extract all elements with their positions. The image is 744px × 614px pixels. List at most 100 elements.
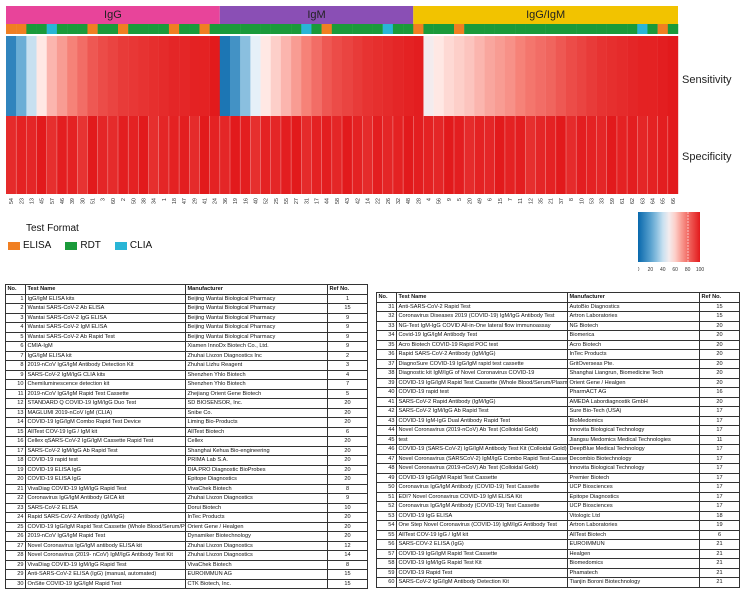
cell-no: 7	[5, 350, 26, 361]
cell-manufacturer: Zhuhai Livzon Diagnostics	[185, 550, 328, 561]
format-cell	[637, 24, 648, 34]
cell-test-name: COVID-19 rapid test	[396, 387, 568, 398]
column-tick-label: 29	[192, 198, 198, 204]
specificity-cell	[667, 116, 679, 194]
column-tick-label: 62	[630, 198, 636, 204]
sensitivity-cell	[525, 36, 536, 116]
cell-test-name: IgG/IgM ELISA kit	[25, 350, 186, 361]
specificity-cell	[46, 116, 58, 194]
table-row: 40 COVID-19 rapid test PharmACT AG 16	[376, 387, 740, 398]
specificity-cell	[515, 116, 526, 194]
format-cell	[657, 24, 669, 34]
cell-test-name: COVID-19 IgM/IgG Rapid Test Kit	[396, 558, 568, 569]
sensitivity-cell	[647, 36, 658, 116]
table-row: 31 Anti-SARS-CoV-2 Rapid Test AutoBio Diag…	[376, 301, 740, 312]
specificity-cell	[219, 116, 231, 194]
specificity-cell	[454, 116, 465, 194]
sensitivity-cell	[576, 36, 587, 116]
cell-manufacturer: Biomedomics	[567, 558, 700, 569]
cell-test-name: COVID-19 Rapid Test	[396, 567, 568, 578]
cell-ref-no: 8	[327, 483, 368, 494]
cell-manufacturer: SD BIOSENSOR, Inc.	[185, 398, 328, 409]
cell-test-name: COVID-19 IgG/IgM Rapid Test Cassette	[396, 472, 568, 483]
sensitivity-cell	[352, 36, 363, 116]
cell-manufacturer: Snibe Co.	[185, 407, 328, 418]
legend-label-clia: CLIA	[129, 240, 153, 251]
cell-no: 14	[5, 417, 26, 428]
colorbar-tick-label: 60	[672, 267, 678, 273]
specificity-cell	[128, 116, 139, 194]
cell-manufacturer: PRIMA Lab S.A.	[185, 455, 328, 466]
cell-test-name: SARS-CoV-2 IgM/IgG Ab Rapid Test	[396, 406, 568, 417]
cell-manufacturer: BioMedomics	[567, 415, 700, 426]
format-cell	[454, 24, 465, 34]
cell-manufacturer: UCP Biosciences	[567, 482, 700, 493]
format-cell	[555, 24, 567, 34]
column-tick-label: 56	[437, 198, 443, 204]
cell-manufacturer: Xiamen InnoDx Biotech Co., Ltd.	[185, 341, 328, 352]
colorbar-tick-label: 0	[638, 267, 640, 273]
cell-ref-no: 12	[327, 540, 368, 551]
cell-manufacturer: DeepBlue Medical Technology	[567, 444, 700, 455]
sensitivity-cell	[616, 36, 628, 116]
column-tick-label: 8	[569, 198, 575, 201]
cell-ref-no: 17	[699, 444, 740, 455]
sensitivity-cell	[342, 36, 353, 116]
cell-test-name: Rapid SARS-CoV-2 Antibody (IgM/IgG)	[25, 512, 186, 523]
sensitivity-cell	[667, 36, 679, 116]
table-row: 12 STANDARD Q COVID-19 IgM/IgG Duo Test SD…	[5, 398, 368, 409]
specificity-cell	[148, 116, 159, 194]
cell-test-name: Covid-19 IgG/IgM Antibody Test	[396, 330, 568, 341]
specificity-cell	[311, 116, 322, 194]
cell-test-name: SARS-CoV-2 IgM/IgG Ab Rapid Test	[25, 445, 186, 456]
table-row: 27 Novel Coronavirus IgG/IgM antibody ELI…	[5, 540, 368, 551]
cell-manufacturer: Dorui Biotech	[185, 502, 328, 513]
sensitivity-cell	[87, 36, 98, 116]
cell-ref-no: 20	[327, 521, 368, 532]
specificity-cell	[321, 116, 333, 194]
cell-manufacturer: VivaChek Biotech	[185, 483, 328, 494]
colorbar-tick-label: 20	[648, 267, 654, 273]
column-tick-label: 53	[589, 198, 595, 204]
sensitivity-cell	[16, 36, 27, 116]
cell-ref-no: 17	[699, 501, 740, 512]
cell-ref-no: 15	[699, 301, 740, 312]
column-tick-label: 48	[406, 198, 412, 204]
cell-manufacturer: Healgen	[567, 548, 700, 559]
cell-test-name: Novel Coronavirus (2019-nCoV) Ab Test (C…	[396, 425, 568, 436]
column-tick-label: 27	[294, 198, 300, 204]
cell-test-name: Coronavirus IgG/IgM Antibody GICA kit	[25, 493, 186, 504]
cell-manufacturer: Liming Bio-Products	[185, 417, 328, 428]
format-cell	[311, 24, 322, 34]
table-row: 44 Novel Coronavirus (2019-nCoV) Ab Test …	[376, 425, 740, 436]
column-tick-label: 5	[457, 198, 463, 201]
cell-manufacturer: Zhejiang Orient Gene Biotech	[185, 388, 328, 399]
cell-ref-no: 9	[327, 341, 368, 352]
cell-no: 36	[376, 349, 397, 360]
format-cell	[301, 24, 312, 34]
sensitivity-cell	[372, 36, 383, 116]
column-tick-label: 21	[549, 198, 555, 204]
cell-no: 37	[376, 358, 397, 369]
specificity-cell	[189, 116, 200, 194]
legend-item-rdt: RDT	[65, 240, 101, 251]
column-tick-label: 51	[91, 198, 97, 204]
column-tick-label: 20	[467, 198, 473, 204]
table-row: 8 2019-nCoV IgG/IgM Antibody Detection Ki…	[5, 360, 368, 371]
column-tick-label: 57	[50, 198, 56, 204]
cell-test-name: test	[396, 434, 568, 445]
cell-ref-no: 20	[327, 398, 368, 409]
cell-no: 55	[376, 529, 397, 540]
column-tick-label: 40	[253, 198, 259, 204]
cell-test-name: COVID-19 IgM-IgG Dual Antibody Rapid Tes…	[396, 415, 568, 426]
cell-no: 52	[376, 501, 397, 512]
legend-swatch-elisa	[8, 241, 20, 250]
column-tick-label: 46	[60, 198, 66, 204]
cell-no: 33	[376, 320, 397, 331]
cell-manufacturer: Zhuhai Lizhu Reagent	[185, 360, 328, 371]
cell-test-name: SARS-COV-2 ELISA (IgG)	[396, 539, 568, 550]
cell-manufacturer: Decombio Biotechnology	[567, 453, 700, 464]
format-cell	[484, 24, 495, 34]
sensitivity-cell	[6, 36, 17, 116]
format-cell	[474, 24, 485, 34]
